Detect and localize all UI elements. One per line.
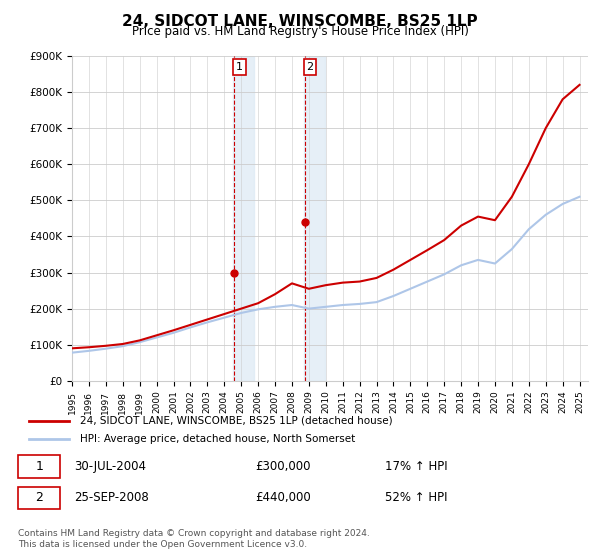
Bar [304,56,325,381]
Text: 24, SIDCOT LANE, WINSCOMBE, BS25 1LP: 24, SIDCOT LANE, WINSCOMBE, BS25 1LP [122,14,478,29]
FancyBboxPatch shape [18,455,60,478]
FancyBboxPatch shape [18,487,60,509]
Text: This data is licensed under the Open Government Licence v3.0.: This data is licensed under the Open Gov… [18,540,307,549]
Text: 2: 2 [35,491,43,504]
Text: 25-SEP-2008: 25-SEP-2008 [74,491,149,504]
Text: Contains HM Land Registry data © Crown copyright and database right 2024.: Contains HM Land Registry data © Crown c… [18,529,370,538]
Text: £440,000: £440,000 [255,491,311,504]
Text: Price paid vs. HM Land Registry's House Price Index (HPI): Price paid vs. HM Land Registry's House … [131,25,469,38]
Bar [233,56,254,381]
Text: 17% ↑ HPI: 17% ↑ HPI [385,460,447,473]
Text: 1: 1 [236,62,243,72]
Text: £300,000: £300,000 [255,460,310,473]
Text: 2: 2 [307,62,313,72]
Text: 1: 1 [35,460,43,473]
Text: 24, SIDCOT LANE, WINSCOMBE, BS25 1LP (detached house): 24, SIDCOT LANE, WINSCOMBE, BS25 1LP (de… [80,416,392,426]
Text: HPI: Average price, detached house, North Somerset: HPI: Average price, detached house, Nort… [80,434,355,444]
Text: 30-JUL-2004: 30-JUL-2004 [74,460,146,473]
Text: 52% ↑ HPI: 52% ↑ HPI [385,491,447,504]
